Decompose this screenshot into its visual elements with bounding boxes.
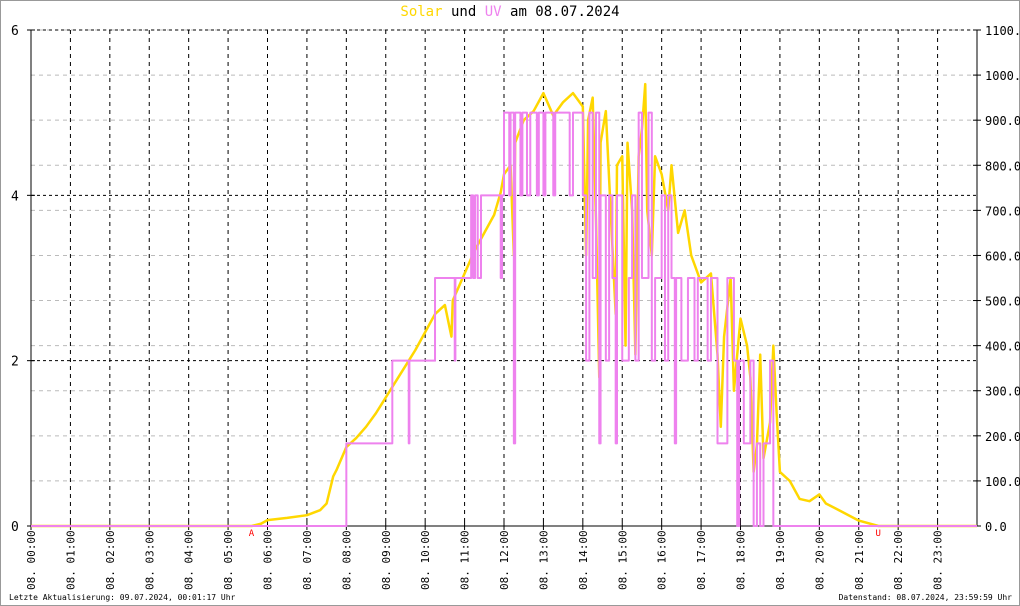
right-axis-label: 1000.0 — [985, 69, 1020, 83]
right-axis-label: 400.0 — [985, 340, 1020, 354]
x-axis-label: 08. 11:00 — [459, 530, 472, 590]
data-state-text: Datenstand: 08.07.2024, 23:59:59 Uhr — [838, 593, 1012, 602]
x-axis-label: 08. 20:00 — [813, 530, 826, 590]
x-axis-label: 08. 07:00 — [301, 530, 314, 590]
left-axis-label: 2 — [11, 355, 19, 370]
chart-title: Solar und UV am 08.07.2024 — [0, 4, 1020, 20]
annotation-marker-u: U — [875, 529, 880, 539]
x-axis-label: 08. 18:00 — [735, 530, 748, 590]
x-axis-label: 08. 03:00 — [143, 530, 156, 590]
x-axis-label: 08. 19:00 — [774, 530, 787, 590]
x-axis-label: 08. 10:00 — [419, 530, 432, 590]
x-axis-label: 08. 01:00 — [64, 530, 77, 590]
series-uv-line — [31, 111, 977, 527]
right-axis-label: 600.0 — [985, 249, 1020, 263]
title-solar: Solar — [400, 4, 443, 20]
right-axis-label: 200.0 — [985, 430, 1020, 444]
x-axis-label: 08. 00:00 — [25, 530, 38, 590]
x-axis-label: 08. 05:00 — [222, 530, 235, 590]
right-axis-label: 500.0 — [985, 295, 1020, 309]
right-axis-label: 1100.0 — [985, 24, 1020, 38]
right-axis-label: 0.0 — [985, 520, 1007, 534]
x-axis-label: 08. 17:00 — [695, 530, 708, 590]
x-axis-label: 08. 16:00 — [656, 530, 669, 590]
last-update-text: Letzte Aktualisierung: 09.07.2024, 00:01… — [9, 593, 236, 602]
left-axis-label: 6 — [11, 24, 19, 39]
title-uv: UV — [484, 4, 502, 20]
x-axis-label: 08. 21:00 — [853, 530, 866, 590]
x-axis-label: 08. 09:00 — [380, 530, 393, 590]
title-und: und — [450, 4, 477, 20]
x-axis-label: 08. 22:00 — [892, 530, 905, 590]
right-axis-label: 900.0 — [985, 114, 1020, 128]
x-axis-label: 08. 04:00 — [183, 530, 196, 590]
right-axis-label: 700.0 — [985, 204, 1020, 218]
right-axis-label: 100.0 — [985, 475, 1020, 489]
x-axis-label: 08. 23:00 — [932, 530, 945, 590]
left-axis-label: 0 — [11, 520, 19, 535]
x-axis-label: 08. 06:00 — [262, 530, 275, 590]
x-axis-label: 08. 15:00 — [616, 530, 629, 590]
x-axis-label: 08. 08:00 — [340, 530, 353, 590]
x-axis-label: 08. 14:00 — [577, 530, 590, 590]
title-date: am 08.07.2024 — [510, 4, 620, 20]
x-axis-label: 08. 02:00 — [104, 530, 117, 590]
annotation-marker-a: A — [249, 529, 255, 539]
left-axis-label: 4 — [11, 189, 19, 204]
right-axis-label: 300.0 — [985, 385, 1020, 399]
x-axis-label: 08. 13:00 — [537, 530, 550, 590]
x-axis-label: 08. 12:00 — [498, 530, 511, 590]
right-axis-label: 800.0 — [985, 159, 1020, 173]
